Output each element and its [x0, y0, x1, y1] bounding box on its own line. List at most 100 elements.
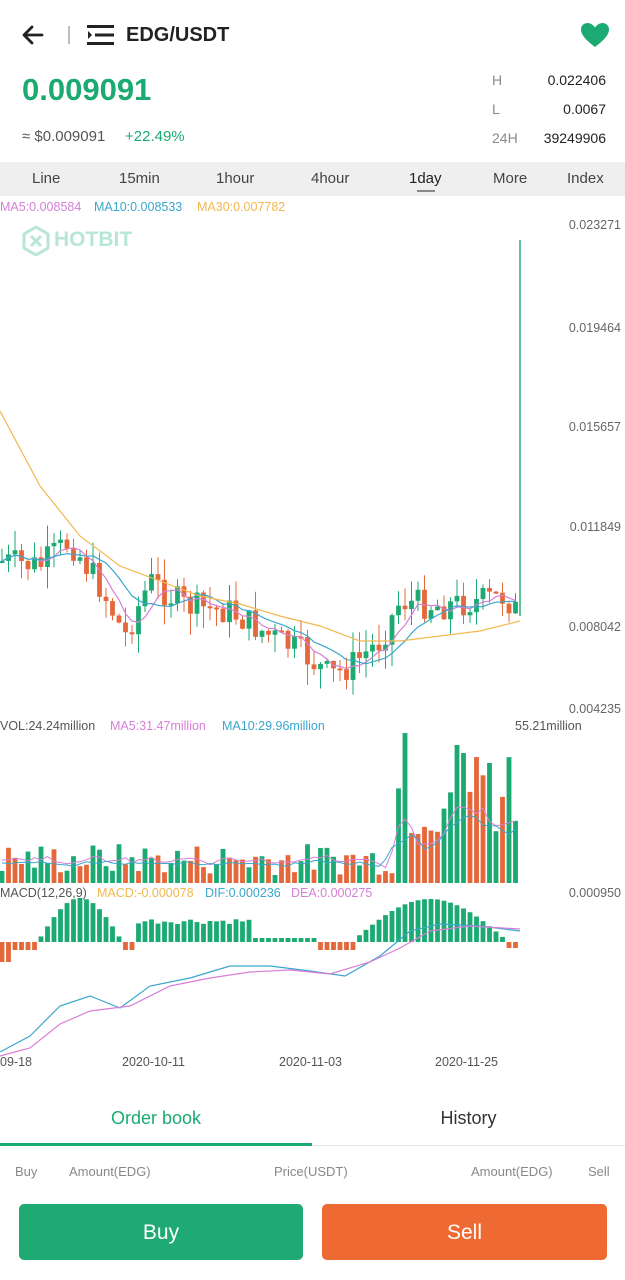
candle-body	[84, 557, 89, 574]
macd-value-label: MACD:-0.000078	[97, 886, 194, 900]
timeframe-tabs: Line 15min 1hour 4hour 1day More Index	[0, 162, 625, 196]
candle-body	[181, 586, 187, 597]
macd-bar	[337, 942, 343, 950]
tab-more[interactable]: More	[493, 170, 528, 187]
volume-bar	[428, 830, 434, 883]
candle-body	[480, 587, 486, 599]
macd-bar	[64, 903, 70, 942]
ma5-line	[1, 547, 516, 670]
tab-1day[interactable]: 1day	[409, 170, 442, 187]
macd-bar	[292, 938, 297, 942]
volume-bar	[38, 846, 44, 883]
header-divider	[68, 26, 70, 44]
macd-bar	[155, 923, 161, 942]
candle-body	[474, 598, 479, 613]
candle-body	[500, 592, 505, 604]
tab-index[interactable]: Index	[567, 170, 604, 187]
favorite-heart-icon[interactable]	[580, 22, 610, 48]
macd-bar	[12, 942, 18, 950]
volume-bar	[220, 848, 226, 883]
candle-body	[207, 606, 213, 609]
macd-bar	[357, 935, 362, 942]
volume-bar	[422, 826, 427, 883]
ma30-label: MA30:0.007782	[197, 200, 286, 214]
macd-bar	[513, 942, 518, 948]
ma5-label: MA5:0.008584	[0, 200, 82, 214]
macd-bar	[25, 942, 31, 950]
tab-1hour[interactable]: 1hour	[216, 170, 255, 187]
pair-title[interactable]: EDG/USDT	[126, 24, 230, 46]
volume-ma5-line	[1, 806, 516, 869]
volume-24h-value: 39249906	[543, 130, 606, 146]
volume-bar	[474, 757, 479, 883]
volume-ma5-label: MA5:31.47million	[110, 719, 206, 733]
macd-bar	[207, 921, 213, 942]
macd-bar	[376, 919, 382, 942]
macd-bar	[305, 938, 310, 942]
buy-button[interactable]: Buy	[19, 1204, 303, 1260]
macd-bar	[422, 899, 427, 942]
macd-bar	[214, 921, 219, 942]
sell-button[interactable]: Sell	[322, 1204, 607, 1260]
volume-24h-label: 24H	[492, 130, 518, 146]
candle-body	[272, 630, 278, 635]
candle-body	[168, 603, 174, 606]
macd-bar	[129, 942, 135, 950]
volume-bar	[32, 867, 37, 883]
volume-bar	[227, 857, 232, 883]
col-buy: Buy	[15, 1164, 38, 1179]
volume-max-label: 55.21million	[515, 719, 582, 733]
watermark-text: HOTBIT	[54, 228, 133, 251]
volume-bar	[25, 851, 31, 883]
candle-body	[461, 595, 466, 616]
tab-history[interactable]: History	[440, 1108, 497, 1128]
macd-params-label: MACD(12,26,9)	[0, 886, 87, 900]
candle-body	[149, 574, 154, 591]
tab-4hour[interactable]: 4hour	[311, 170, 350, 187]
volume-bar	[110, 870, 115, 883]
volume-bar	[292, 872, 297, 883]
tab-line[interactable]: Line	[32, 170, 61, 187]
macd-bar	[311, 938, 317, 942]
volume-bar	[376, 874, 382, 883]
volume-bar	[71, 856, 76, 883]
dea-line	[0, 925, 521, 1057]
candle-body	[409, 600, 414, 610]
candle-body	[441, 606, 447, 620]
volume-bar	[175, 850, 180, 883]
macd-bar	[77, 898, 83, 942]
volume-bar	[77, 866, 83, 883]
tab-order-book[interactable]: Order book	[110, 1108, 202, 1128]
price-axis-label: 0.011849	[569, 520, 621, 534]
volume-bar	[415, 834, 421, 883]
macd-bar	[175, 923, 180, 942]
tab-15min[interactable]: 15min	[119, 170, 160, 187]
macd-bar	[259, 938, 265, 942]
menu-icon[interactable]	[87, 24, 115, 46]
price-axis-label: 0.019464	[568, 321, 621, 335]
volume-bar	[363, 855, 369, 883]
macd-bar	[318, 942, 323, 950]
volume-bar	[266, 859, 271, 883]
macd-bar	[493, 931, 499, 942]
back-arrow-icon[interactable]	[20, 22, 46, 48]
macd-max-label: 0.000950	[568, 886, 621, 900]
volume-bar	[467, 791, 473, 883]
candle-body	[0, 560, 5, 563]
macd-bar	[149, 919, 154, 942]
candle-body	[376, 644, 382, 651]
volume-bar	[149, 858, 154, 883]
volume-bar	[253, 856, 258, 883]
volume-bar	[103, 866, 109, 883]
macd-bar	[298, 938, 304, 942]
candle-body	[64, 539, 70, 549]
candlestick-chart[interactable]	[0, 196, 560, 1076]
volume-bar	[90, 845, 96, 883]
high-label: H	[492, 72, 503, 88]
candle-body	[370, 644, 375, 652]
volume-bar	[64, 870, 70, 883]
volume-bar	[285, 855, 291, 883]
macd-bar	[506, 942, 512, 948]
candle-body	[337, 668, 343, 671]
macd-bar	[370, 924, 375, 942]
